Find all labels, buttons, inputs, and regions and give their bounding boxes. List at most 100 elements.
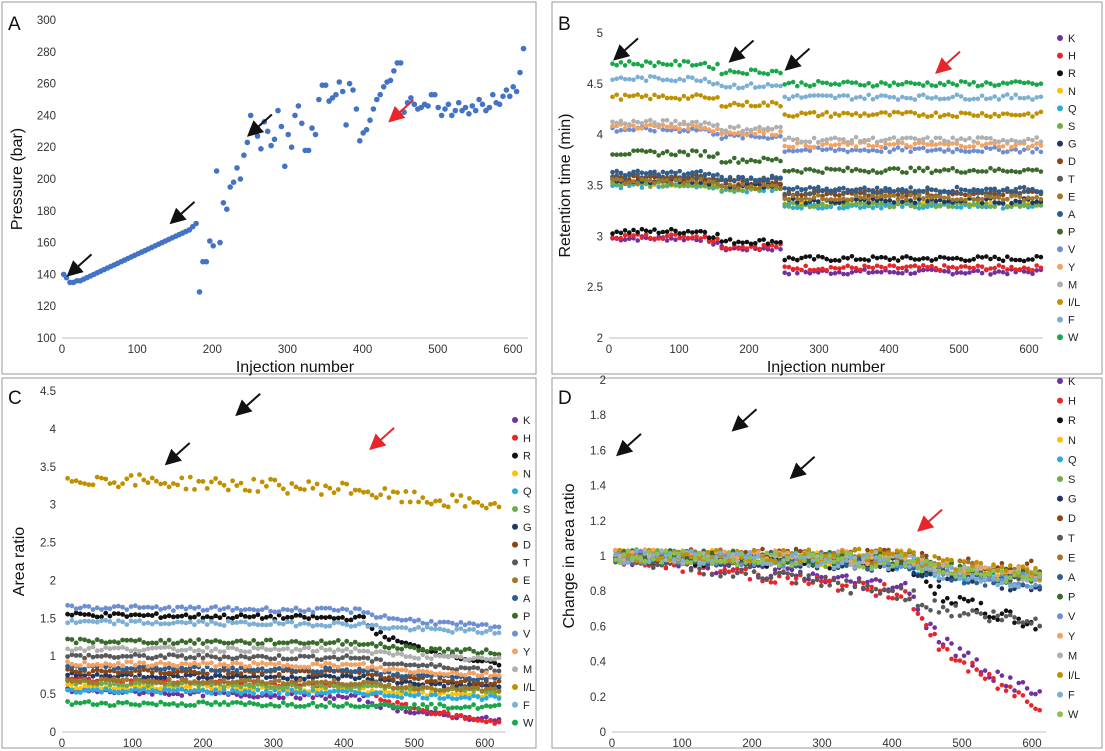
legend-marker	[1057, 228, 1063, 235]
data-point	[407, 705, 413, 711]
data-point	[116, 640, 121, 646]
data-point	[979, 204, 985, 210]
data-point	[824, 186, 829, 192]
data-point	[639, 63, 645, 69]
data-point	[891, 142, 897, 147]
data-point	[230, 679, 236, 685]
data-point	[698, 177, 703, 182]
data-point	[827, 583, 832, 588]
data-point	[238, 665, 244, 671]
data-point	[221, 649, 227, 654]
data-point	[124, 666, 130, 671]
data-point	[740, 188, 745, 193]
data-point	[774, 83, 779, 88]
data-point	[845, 271, 850, 277]
legend-marker	[1057, 140, 1063, 147]
data-point	[908, 149, 913, 154]
data-point	[874, 269, 880, 275]
data-point	[331, 683, 337, 689]
data-point	[652, 120, 657, 125]
data-point	[975, 169, 981, 174]
data-point	[719, 184, 724, 189]
data-point	[950, 189, 955, 195]
data-point	[200, 615, 206, 621]
data-point	[828, 93, 834, 98]
data-point	[149, 475, 155, 481]
data-point	[874, 194, 880, 200]
data-point	[327, 689, 333, 695]
data-point	[877, 591, 883, 596]
y-tick-label: 1.2	[590, 516, 606, 528]
data-point	[116, 645, 121, 651]
data-point	[488, 673, 493, 679]
data-point	[832, 189, 838, 194]
data-point	[483, 719, 489, 725]
data-point	[513, 88, 520, 95]
data-point	[627, 236, 632, 241]
data-point	[200, 641, 206, 646]
data-point	[1013, 198, 1018, 204]
data-point	[230, 670, 236, 676]
data-point	[227, 184, 233, 190]
data-point	[816, 184, 821, 190]
data-point	[652, 92, 657, 98]
data-point	[614, 229, 619, 235]
data-point	[883, 194, 888, 199]
y-tick-label: 4	[597, 130, 604, 142]
data-point	[736, 102, 741, 108]
data-point	[255, 641, 261, 647]
y-tick-label: 180	[37, 206, 56, 218]
data-point	[753, 186, 758, 192]
data-point	[483, 622, 489, 627]
data-point	[378, 664, 383, 670]
data-point	[841, 203, 846, 208]
data-point	[471, 677, 476, 683]
data-point	[289, 691, 295, 697]
data-point	[954, 204, 960, 210]
data-point	[1003, 683, 1009, 689]
data-point	[433, 664, 438, 670]
data-point	[866, 264, 871, 270]
data-point	[869, 578, 874, 583]
data-point	[132, 702, 138, 707]
data-point	[369, 659, 375, 664]
data-point	[340, 688, 345, 694]
data-point	[183, 678, 189, 684]
data-point	[795, 200, 800, 205]
data-point	[162, 666, 168, 672]
black-arrow-icon	[728, 39, 755, 63]
data-point	[656, 122, 661, 127]
data-point	[782, 264, 787, 270]
data-point	[441, 688, 447, 693]
data-point	[664, 127, 670, 133]
data-point	[145, 655, 151, 661]
data-point	[99, 607, 104, 612]
data-point	[373, 666, 379, 672]
data-point	[711, 154, 716, 159]
data-point	[895, 82, 901, 88]
data-point	[886, 595, 891, 600]
data-point	[242, 649, 248, 655]
data-point	[1000, 206, 1006, 211]
data-point	[445, 646, 451, 652]
data-point	[344, 622, 350, 628]
data-point	[339, 88, 346, 95]
data-point	[289, 664, 295, 669]
data-point	[1038, 81, 1044, 86]
data-point	[327, 655, 333, 660]
data-point	[795, 196, 800, 202]
data-point	[247, 641, 252, 646]
data-point	[77, 690, 83, 695]
data-point	[297, 704, 303, 709]
data-point	[748, 133, 754, 139]
data-point	[891, 204, 897, 210]
data-point	[230, 656, 236, 662]
data-point	[289, 687, 295, 693]
data-point	[403, 704, 409, 710]
data-point	[848, 579, 853, 584]
data-point	[790, 137, 796, 143]
data-point	[306, 664, 312, 670]
data-point	[690, 183, 695, 189]
data-point	[807, 110, 813, 115]
data-point	[996, 189, 1002, 194]
